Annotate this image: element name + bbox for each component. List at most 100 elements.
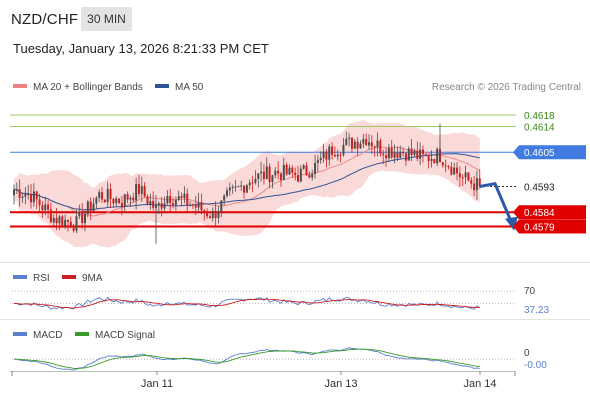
candle-body [84, 213, 86, 224]
candle [146, 194, 149, 206]
level-label-pivot-2: 0.4605 [524, 148, 555, 159]
candle [251, 175, 254, 193]
candle-body [166, 195, 169, 204]
candle-body [470, 180, 473, 184]
candle-body [237, 186, 240, 188]
candle-body [55, 217, 58, 224]
candle [299, 165, 302, 183]
candle-body [13, 189, 15, 196]
candle-body [126, 194, 129, 200]
rsi-70-label: 70 [524, 286, 536, 297]
candle-body [226, 190, 228, 196]
candle [13, 184, 15, 205]
candle-body [444, 165, 447, 167]
candle-body [211, 210, 214, 219]
candle [197, 192, 200, 213]
candle [294, 167, 297, 181]
candle [194, 195, 197, 216]
candle [413, 148, 416, 158]
level-label-support-4: 0.4584 [524, 208, 555, 219]
candle [467, 172, 470, 182]
candle-body [248, 182, 251, 186]
candle-body [206, 211, 209, 217]
candle-body [294, 172, 297, 176]
candle-body [41, 205, 44, 211]
candle-body [217, 212, 220, 219]
candle-body [38, 199, 41, 206]
x-axis-tick-label: Jan 14 [463, 378, 496, 390]
candle [475, 170, 478, 200]
timeframe-button[interactable]: 30 MIN [81, 7, 132, 31]
candle-body [180, 196, 183, 198]
candle [109, 183, 112, 208]
candle [385, 148, 388, 167]
candle-body [120, 203, 123, 207]
macd-panel: 0-0.00 [12, 347, 547, 371]
candle [132, 192, 135, 203]
candle [345, 131, 348, 146]
candle [356, 137, 359, 156]
candle [396, 146, 399, 162]
candle-body [243, 185, 246, 193]
candle-body [359, 143, 362, 149]
candle [362, 134, 365, 149]
macd-signal-legend-label: MACD Signal [95, 330, 155, 341]
candle [101, 187, 104, 203]
candle-body [373, 146, 376, 148]
candle [103, 199, 106, 203]
candle-body [58, 216, 61, 224]
level-label-support-5: 0.4579 [524, 223, 555, 234]
macd-signal-legend-swatch [75, 332, 89, 336]
candle [399, 145, 402, 159]
candle [314, 154, 317, 179]
x-axis: Jan 11 Jan 13 Jan 14 [11, 371, 516, 390]
x-axis-tick-label: Jan 11 [141, 378, 173, 390]
candle-body [404, 153, 407, 161]
candle-body [98, 192, 101, 198]
candle-body [362, 139, 365, 144]
candle [166, 190, 169, 205]
candle [163, 196, 166, 212]
candle-body [78, 212, 81, 217]
candle [430, 150, 433, 168]
macd-legend-swatch [13, 332, 27, 336]
candle-body [183, 193, 186, 198]
candle [206, 208, 209, 219]
candle [211, 207, 214, 222]
candle [257, 173, 260, 188]
candle [237, 185, 240, 188]
candle-body [112, 198, 115, 204]
candle [458, 166, 461, 187]
candle-body [399, 151, 402, 158]
candle-body [197, 202, 200, 208]
level-tag-pivot [513, 145, 586, 160]
candle-body [365, 139, 368, 146]
candle [234, 179, 237, 192]
candle [453, 162, 456, 175]
candle [265, 157, 268, 180]
candle-body [64, 219, 67, 226]
candle [322, 144, 325, 163]
candle [143, 181, 146, 198]
candle [319, 151, 322, 164]
candle [274, 167, 277, 179]
candle [27, 184, 30, 200]
candle-body [288, 167, 291, 175]
candle-body [189, 204, 192, 206]
candle-body [75, 216, 78, 231]
candle-body [379, 140, 382, 154]
candle [118, 198, 121, 205]
candle-body [191, 204, 194, 206]
candle-body [274, 170, 277, 176]
candle-body [172, 203, 175, 205]
candle [328, 143, 331, 166]
candle [316, 155, 319, 172]
candle-body [109, 188, 112, 199]
candle-body [475, 178, 478, 191]
candle [200, 193, 203, 215]
currency-pair-title: NZD/CHF [11, 11, 79, 28]
candle-body [339, 154, 342, 156]
candle [254, 170, 257, 185]
candle-body [146, 196, 149, 204]
candle-body [174, 199, 177, 205]
